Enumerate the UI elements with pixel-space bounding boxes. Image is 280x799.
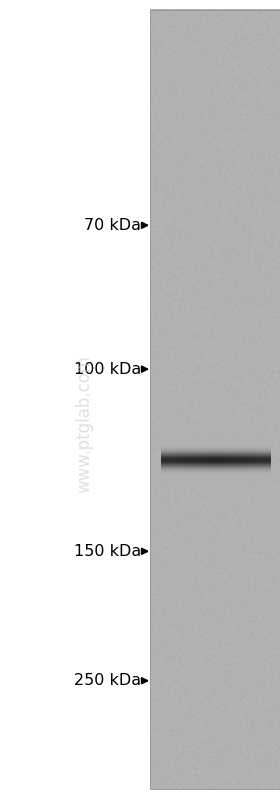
Text: www.ptglab.com: www.ptglab.com: [75, 355, 93, 492]
Text: 250 kDa: 250 kDa: [74, 674, 141, 688]
Bar: [150, 10, 280, 789]
Text: 70 kDa: 70 kDa: [84, 218, 141, 233]
Text: 150 kDa: 150 kDa: [74, 544, 141, 559]
Text: 100 kDa: 100 kDa: [74, 362, 141, 376]
